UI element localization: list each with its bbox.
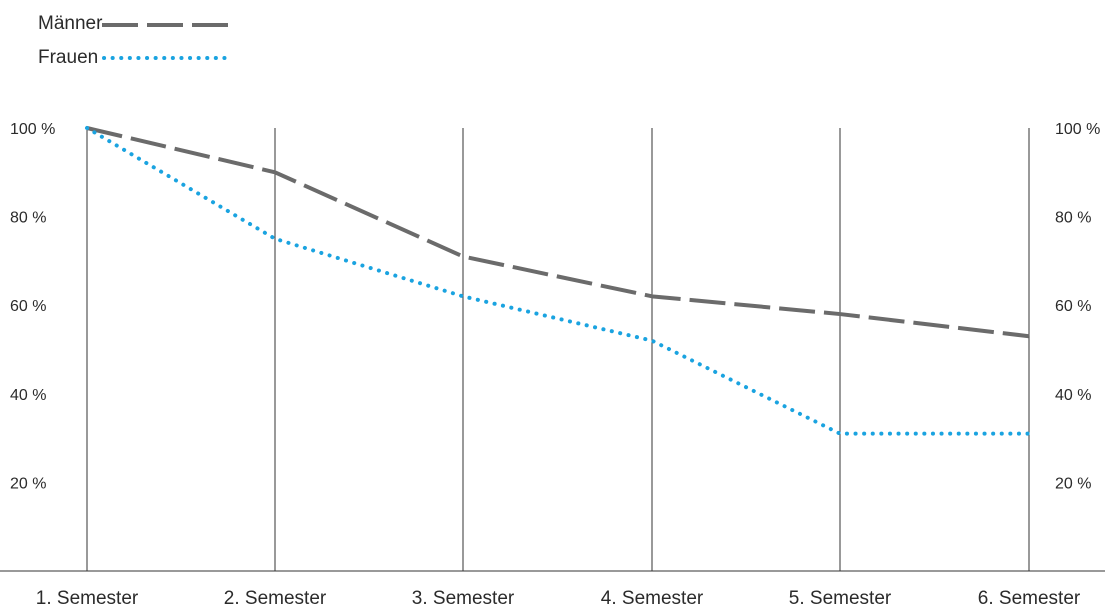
y-tick-label-left-80: 80 % bbox=[10, 210, 46, 227]
series-line-frauen bbox=[85, 126, 1031, 436]
y-tick-label-right-40: 40 % bbox=[1055, 387, 1091, 404]
legend-label-frauen: Frauen bbox=[38, 47, 98, 68]
y-tick-label-right-60: 60 % bbox=[1055, 298, 1091, 315]
legend: Männer Frauen bbox=[38, 13, 230, 68]
legend-label-maenner: Männer bbox=[38, 13, 103, 34]
y-tick-label-left-60: 60 % bbox=[10, 298, 46, 315]
y-tick-label-left-20: 20 % bbox=[10, 475, 46, 492]
x-tick-label-6: 6. Semester bbox=[978, 588, 1081, 608]
y-tick-label-left-40: 40 % bbox=[10, 387, 46, 404]
x-tick-label-5: 5. Semester bbox=[789, 588, 892, 608]
x-tick-label-4: 4. Semester bbox=[601, 588, 704, 608]
y-tick-label-left-100: 100 % bbox=[10, 121, 55, 138]
series-line-maenner bbox=[86, 126, 1030, 339]
x-tick-label-3: 3. Semester bbox=[412, 588, 515, 608]
y-tick-label-right-100: 100 % bbox=[1055, 121, 1100, 138]
x-tick-label-2: 2. Semester bbox=[224, 588, 327, 608]
y-tick-label-right-20: 20 % bbox=[1055, 475, 1091, 492]
x-tick-label-1: 1. Semester bbox=[36, 588, 139, 608]
y-tick-label-right-80: 80 % bbox=[1055, 210, 1091, 227]
